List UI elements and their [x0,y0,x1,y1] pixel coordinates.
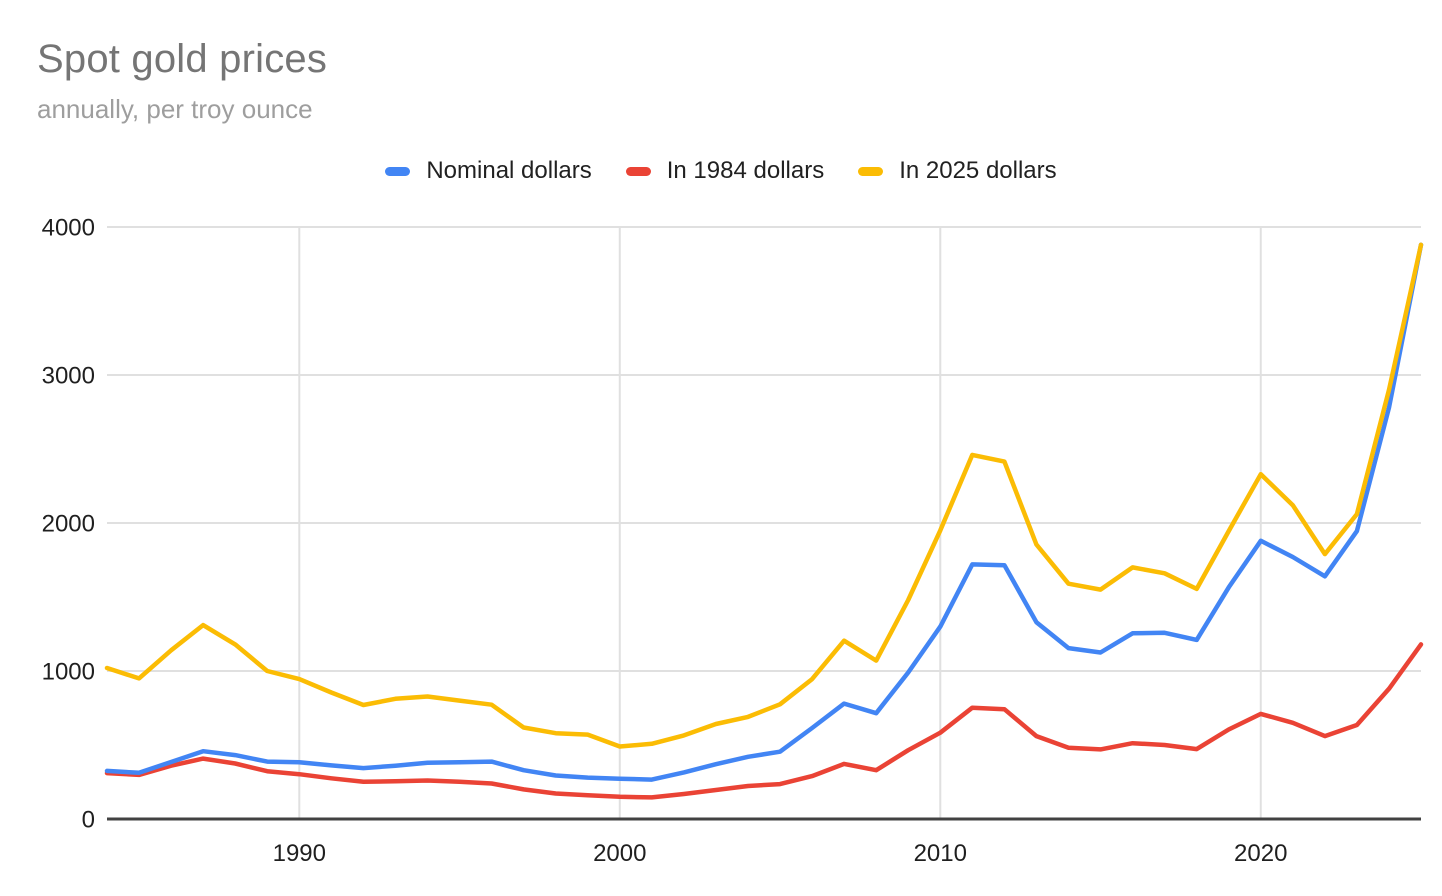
x-tick-label-2000: 2000 [593,840,646,867]
y-tick-label-1000: 1000 [42,659,95,686]
y-tick-label-4000: 4000 [42,215,95,242]
series-line-nominal-dollars [104,242,1424,782]
chart-header: Spot gold prices annually, per troy ounc… [37,36,327,124]
legend-item-nominal-dollars: Nominal dollars [385,156,592,186]
grid-layer [107,226,1421,819]
y-tick-label-2000: 2000 [42,511,95,538]
series-line-in-1984-dollars [104,642,1424,800]
label-layer: 0 1000 2000 3000 4000 1990 2000 2010 2020 [42,215,1288,868]
y-tick-label-0: 0 [82,807,95,834]
legend-label: In 2025 dollars [899,157,1057,184]
legend-item-2025-dollars: In 2025 dollars [858,156,1057,186]
x-tick-label-2010: 2010 [914,840,967,867]
legend-swatch-red-icon [625,166,651,176]
legend-label: In 1984 dollars [666,157,825,184]
x-tick-label-1990: 1990 [273,840,326,867]
legend-label: Nominal dollars [426,157,592,184]
legend-swatch-blue-icon [385,166,411,176]
series-line-in-2025-dollars [104,242,1424,749]
y-tick-label-3000: 3000 [42,363,95,390]
legend: Nominal dollars In 1984 dollars In 2025 … [0,156,1442,186]
chart-title: Spot gold prices [37,37,328,81]
series-layer [104,242,1424,800]
legend-swatch-yellow-icon [858,166,884,176]
legend-item-1984-dollars: In 1984 dollars [625,156,825,186]
x-tick-label-2020: 2020 [1234,840,1287,867]
chart-subtitle: annually, per troy ounce [37,94,313,124]
